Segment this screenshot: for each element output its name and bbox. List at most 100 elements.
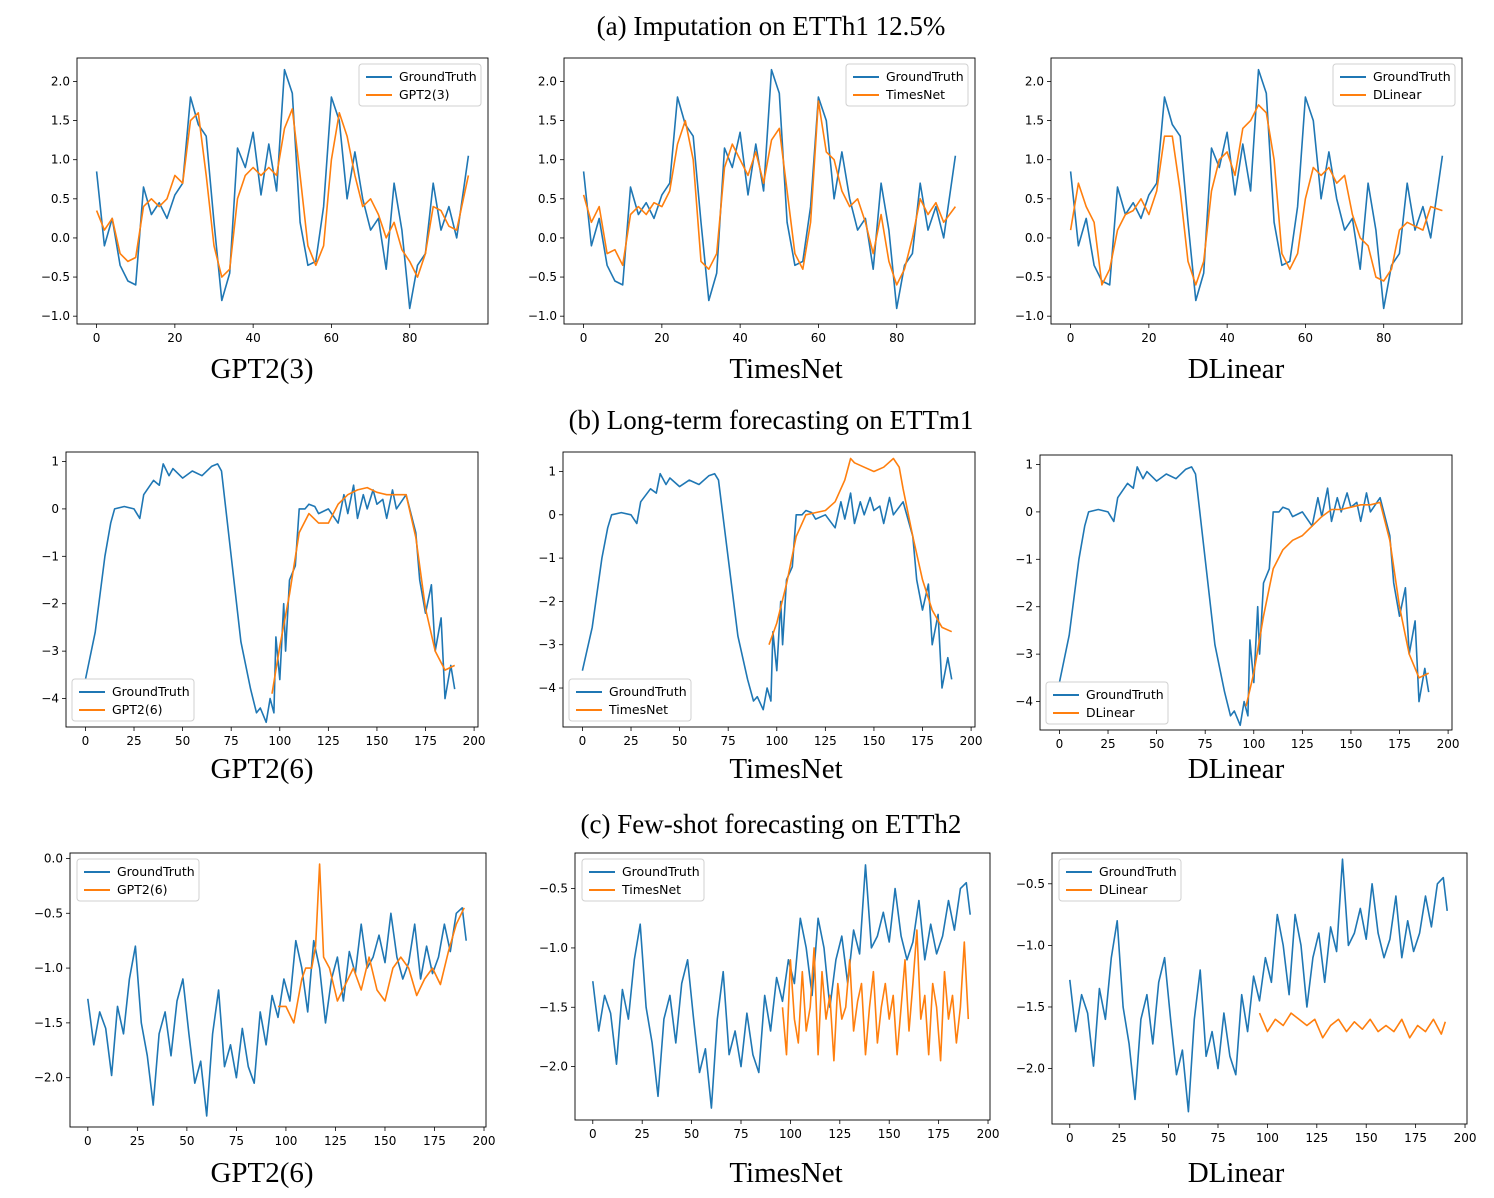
x-tick-label: 175 (414, 734, 437, 748)
x-tick-label: 200 (960, 734, 983, 748)
legend-label: TimesNet (621, 882, 681, 897)
y-tick-label: −2.0 (539, 1060, 568, 1074)
legend-label: DLinear (1099, 882, 1148, 897)
x-tick-label: 0 (93, 331, 101, 345)
y-tick-label: −3 (41, 644, 59, 658)
x-tick-label: 20 (1141, 331, 1156, 345)
y-tick-label: −1.5 (1016, 1000, 1045, 1014)
chart-panel-9: 0 25 50 75 100 125 150 175 200 −2.0 −1.5 −1.0 −0.5 Gr… (1016, 852, 1477, 1189)
legend: GroundTruth TimesNet (568, 678, 692, 722)
y-tick-label: 1.0 (1025, 153, 1044, 167)
chart-panel-5: 0 25 50 75 100 125 150 175 200 −4 −3 −2 −1 0 1 GroundTr… (538, 451, 983, 785)
legend: GroundTruth GPT2(6) (76, 858, 200, 902)
y-tick-label: 0.0 (51, 231, 70, 245)
axes-frame (69, 852, 487, 1128)
legend: GroundTruth GPT2(3) (358, 63, 482, 107)
legend-label: GroundTruth (886, 69, 964, 84)
x-tick-label: 150 (862, 734, 885, 748)
legend-label: DLinear (1086, 705, 1135, 720)
chart-panels: 0 20 40 60 80 −1.0 −0.5 0.0 0.5 1.0 1.5 2.0 GroundTr… (34, 57, 1477, 1189)
x-tick-label: 40 (246, 331, 261, 345)
legend-label: TimesNet (885, 87, 945, 102)
y-tick-label: 0.0 (538, 231, 557, 245)
chart-panel-8: 0 25 50 75 100 125 150 175 200 −2.0 −1.5 −1.0 −0.5 Gr… (539, 852, 1000, 1189)
y-tick-label: 1 (1025, 457, 1033, 471)
x-tick-label: 80 (402, 331, 417, 345)
panel-caption: DLinear (1188, 753, 1285, 785)
chart-panel-2: 0 20 40 60 80 −1.0 −0.5 0.0 0.5 1.0 1.5 2.0 GroundTr… (528, 57, 976, 385)
legend-label: GPT2(6) (117, 882, 168, 897)
axes-frame (1050, 57, 1463, 325)
y-tick-label: −1.5 (34, 1016, 63, 1030)
x-tick-label: 50 (672, 734, 687, 748)
series-line-prediction (271, 486, 456, 694)
y-tick-label: 1.0 (51, 153, 70, 167)
x-tick-label: 80 (1376, 331, 1391, 345)
panel-caption: DLinear (1188, 353, 1285, 385)
x-tick-label: 0 (589, 1127, 597, 1141)
row-b-title: (b) Long-term forecasting on ETTm1 (569, 405, 974, 435)
series-line-ground-truth (1069, 68, 1444, 310)
y-tick-label: 0.5 (1025, 192, 1044, 206)
y-tick-label: −2 (1015, 600, 1033, 614)
y-tick-label: −1.0 (528, 309, 557, 323)
x-tick-label: 100 (765, 734, 788, 748)
x-tick-label: 25 (130, 1134, 145, 1148)
y-tick-label: −2.0 (34, 1071, 63, 1085)
x-tick-label: 200 (977, 1127, 1000, 1141)
x-tick-label: 150 (374, 1134, 397, 1148)
x-tick-label: 80 (889, 331, 904, 345)
x-tick-label: 50 (179, 1134, 194, 1148)
x-tick-label: 25 (623, 734, 638, 748)
x-tick-label: 50 (684, 1127, 699, 1141)
y-tick-label: −1 (1015, 552, 1033, 566)
y-tick-label: 0.0 (1025, 231, 1044, 245)
axes-frame (65, 451, 479, 728)
series-line-ground-truth (581, 472, 953, 711)
axes-frame (574, 852, 991, 1121)
legend: GroundTruth GPT2(6) (71, 678, 195, 722)
x-tick-label: 25 (1112, 1131, 1127, 1145)
series-line-ground-truth (582, 68, 957, 310)
series-line-ground-truth (592, 864, 971, 1109)
x-tick-label: 0 (579, 734, 587, 748)
legend: GroundTruth TimesNet (845, 63, 969, 107)
legend-label: TimesNet (608, 702, 668, 717)
x-tick-label: 200 (1454, 1131, 1477, 1145)
x-tick-label: 125 (1291, 737, 1314, 751)
y-tick-label: 0 (1025, 505, 1033, 519)
axes-frame (563, 57, 976, 325)
x-tick-label: 100 (1242, 737, 1265, 751)
series-line-prediction (1069, 104, 1443, 286)
series-line-ground-truth (87, 906, 467, 1117)
x-tick-label: 100 (268, 734, 291, 748)
panel-caption: DLinear (1188, 1157, 1285, 1189)
y-tick-label: −1 (41, 549, 59, 563)
legend: GroundTruth DLinear (1045, 681, 1169, 725)
y-tick-label: 2.0 (51, 74, 70, 88)
y-tick-label: 0.0 (44, 851, 63, 865)
y-tick-label: −0.5 (34, 906, 63, 920)
chart-panel-3: 0 20 40 60 80 −1.0 −0.5 0.0 0.5 1.0 1.5 2.0 GroundTr… (1015, 57, 1463, 385)
y-tick-label: 0 (548, 508, 556, 522)
x-tick-label: 0 (580, 331, 588, 345)
legend-label: GroundTruth (609, 684, 687, 699)
y-tick-label: −4 (1015, 695, 1033, 709)
x-tick-label: 200 (463, 734, 486, 748)
y-tick-label: 0 (51, 502, 59, 516)
row-a-title: (a) Imputation on ETTh1 12.5% (597, 11, 946, 41)
axes-frame (76, 57, 489, 325)
x-tick-label: 25 (126, 734, 141, 748)
chart-panel-1: 0 20 40 60 80 −1.0 −0.5 0.0 0.5 1.0 1.5 2.0 GroundTr… (41, 57, 489, 385)
x-tick-label: 125 (828, 1127, 851, 1141)
x-tick-label: 175 (927, 1127, 950, 1141)
y-tick-label: −0.5 (41, 270, 70, 284)
x-tick-label: 40 (733, 331, 748, 345)
series-line-prediction (1258, 1012, 1447, 1039)
legend-label: GroundTruth (1086, 687, 1164, 702)
x-tick-label: 60 (811, 331, 826, 345)
y-tick-label: −0.5 (539, 882, 568, 896)
y-tick-label: 1.0 (538, 153, 557, 167)
y-tick-label: −3 (538, 638, 556, 652)
